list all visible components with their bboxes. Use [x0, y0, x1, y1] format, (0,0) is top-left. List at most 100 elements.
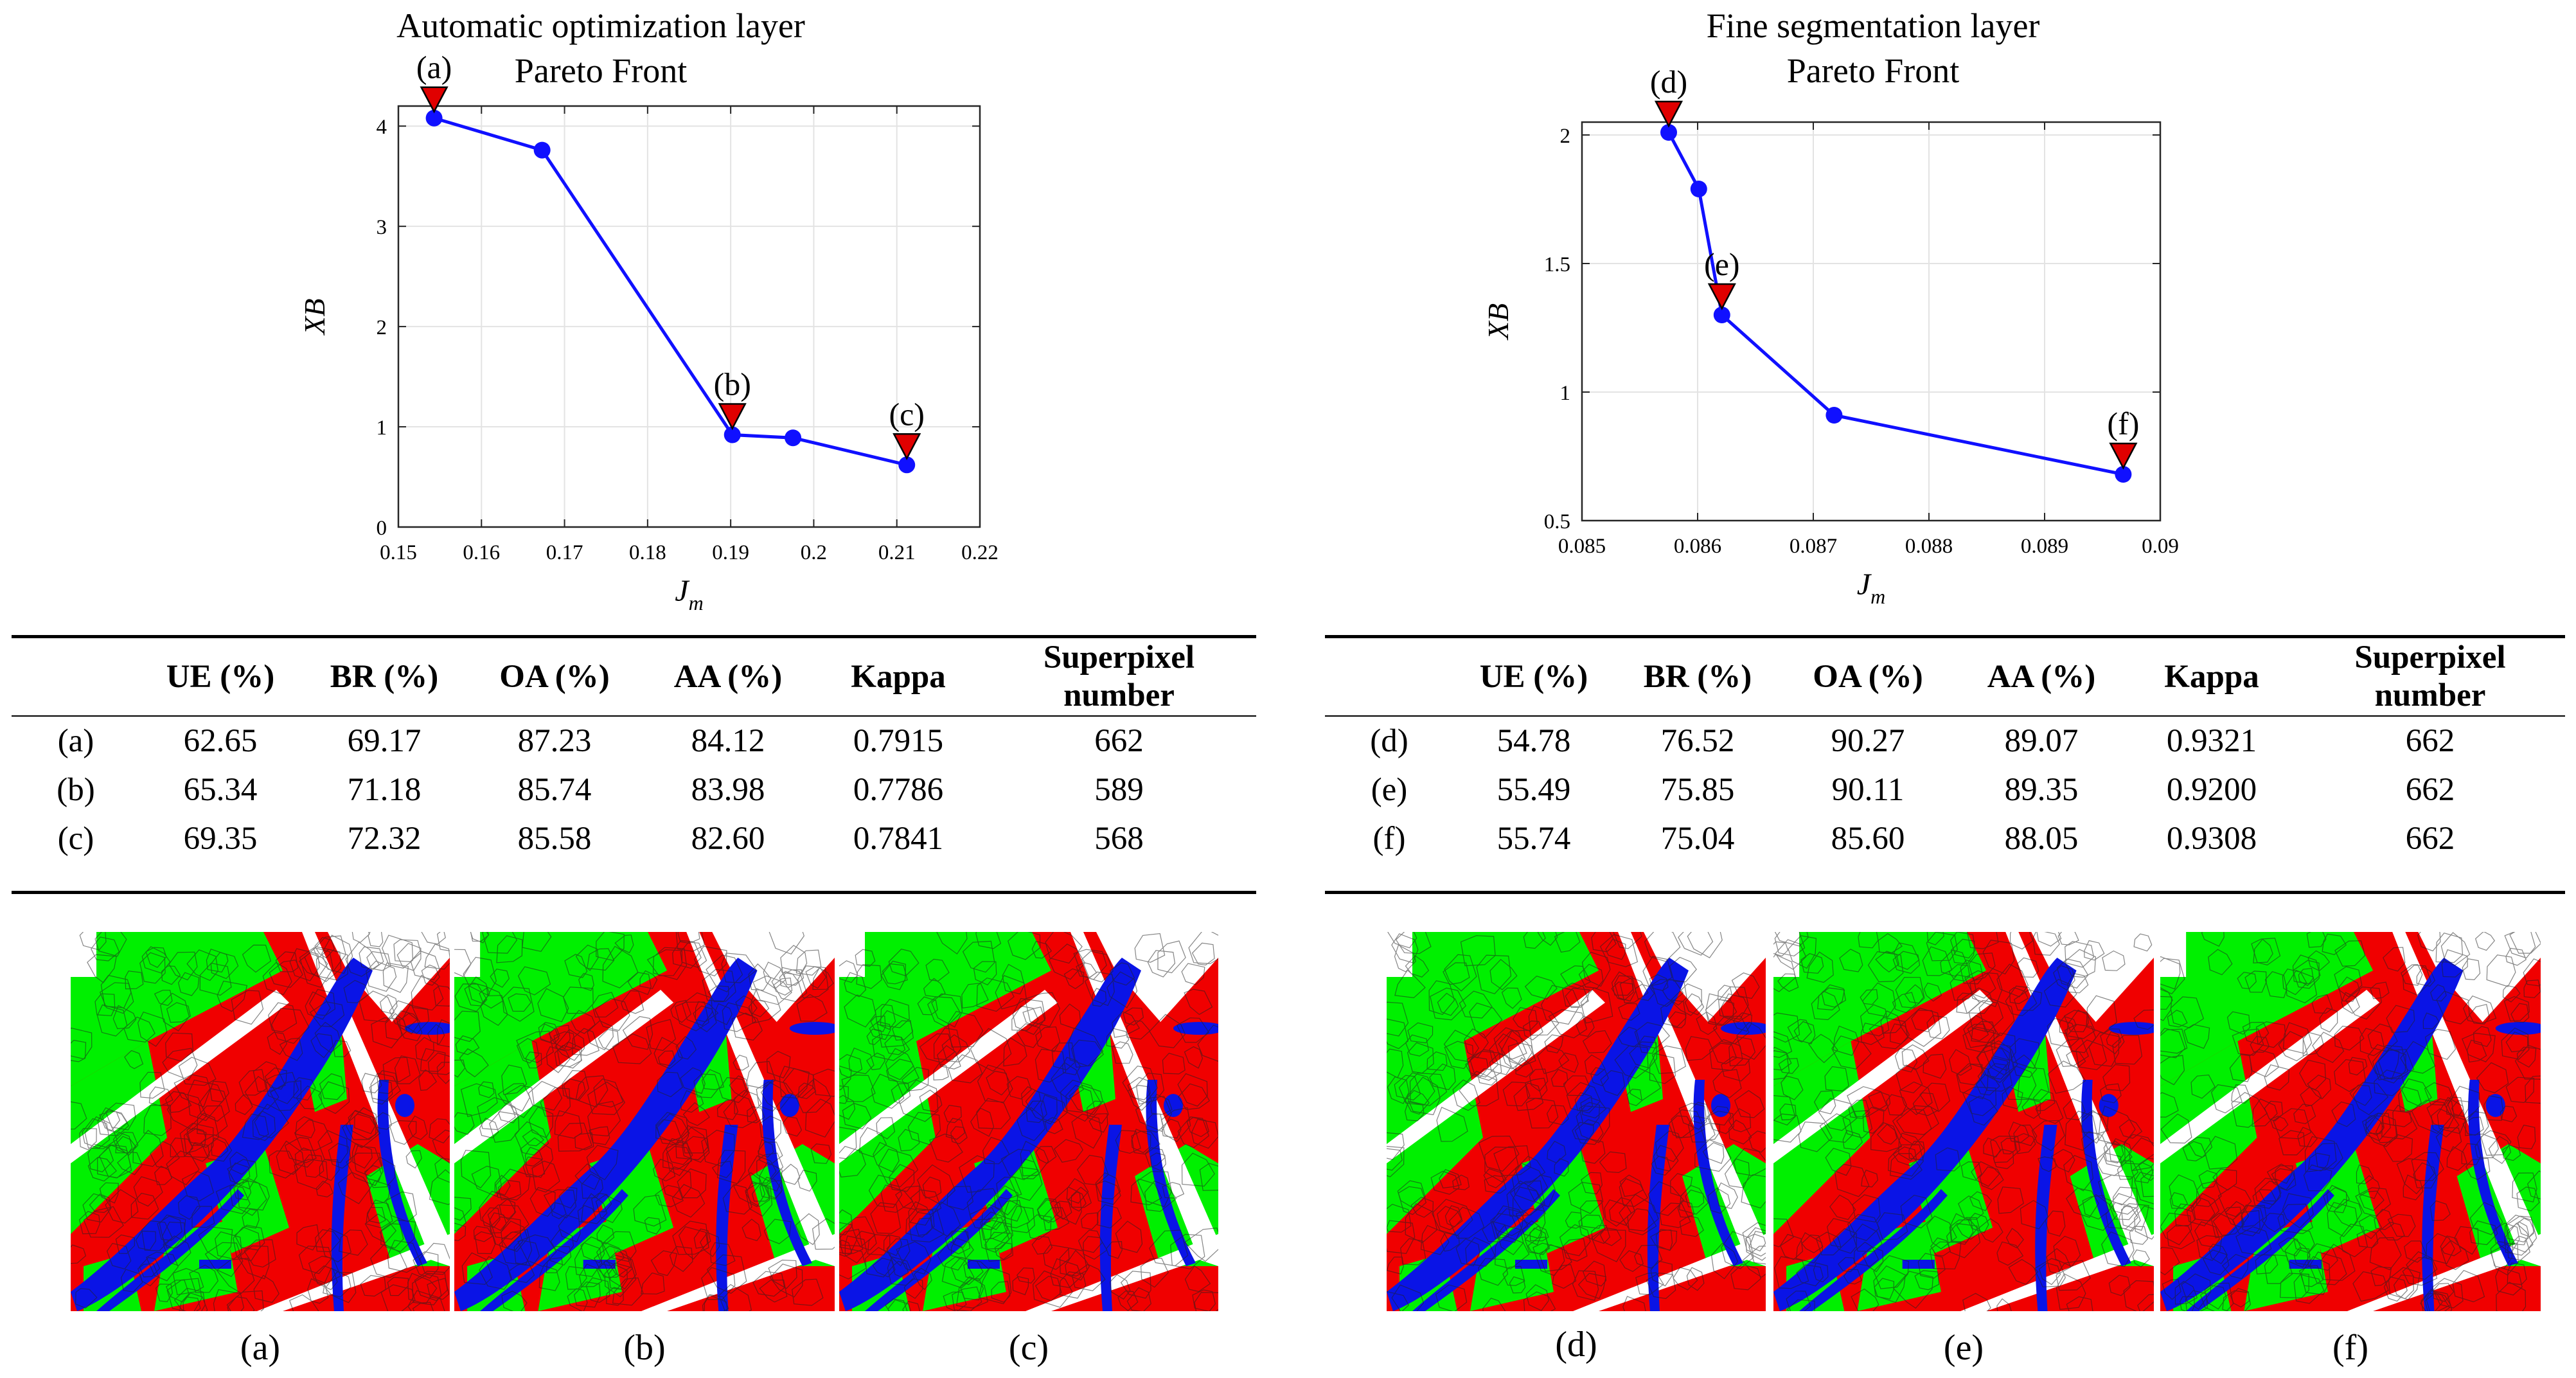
- superpixel: [2064, 1024, 2097, 1053]
- superpixel: [1599, 934, 1639, 967]
- superpixel: [805, 1098, 835, 1138]
- superpixel: [2255, 1021, 2286, 1048]
- road-area: [454, 990, 674, 1163]
- superpixel: [199, 962, 232, 996]
- superpixel: [839, 960, 858, 983]
- superpixel: [2190, 1074, 2216, 1099]
- superpixel: [2379, 1222, 2405, 1241]
- superpixel: [2421, 1288, 2443, 1311]
- superpixel: [139, 1071, 165, 1099]
- water-pond: [395, 1094, 414, 1117]
- superpixel: [1092, 988, 1107, 1007]
- road-area: [839, 932, 865, 977]
- superpixel: [682, 1102, 710, 1126]
- superpixel: [1599, 1227, 1622, 1246]
- superpixel: [1896, 1064, 1923, 1093]
- superpixel: [2038, 1262, 2061, 1285]
- superpixel: [592, 992, 619, 1018]
- superpixel: [179, 1296, 201, 1311]
- superpixel: [870, 1016, 886, 1032]
- superpixel: [910, 1189, 942, 1215]
- superpixel: [604, 1262, 637, 1298]
- water-pond: [1173, 1022, 1218, 1035]
- superpixel: [810, 1143, 832, 1164]
- superpixel: [612, 1033, 652, 1064]
- superpixel: [2097, 1105, 2136, 1146]
- superpixel: [209, 1080, 229, 1103]
- superpixel: [1873, 1265, 1906, 1303]
- superpixel: [1157, 940, 1186, 974]
- superpixel: [479, 1190, 517, 1231]
- superpixel: [1876, 1212, 1908, 1240]
- superpixel: [1387, 1204, 1412, 1233]
- superpixel: [295, 1116, 315, 1138]
- superpixel: [262, 962, 292, 996]
- superpixel: [1577, 1273, 1607, 1300]
- superpixel: [596, 932, 625, 961]
- x-axis-label-subscript: m: [1870, 585, 1885, 608]
- pareto-point: [898, 456, 916, 474]
- superpixel: [424, 944, 450, 970]
- superpixel: [2345, 986, 2382, 1020]
- superpixel: [432, 1129, 450, 1164]
- superpixel: [694, 945, 727, 977]
- superpixel: [154, 1165, 173, 1185]
- pareto-marker: [718, 403, 747, 431]
- superpixel: [1527, 1174, 1556, 1208]
- superpixel: [455, 1035, 480, 1055]
- superpixel: [1892, 951, 1921, 974]
- superpixel: [608, 1264, 628, 1290]
- superpixel: [1956, 1064, 1989, 1100]
- superpixel: [366, 960, 397, 992]
- superpixel: [704, 1294, 729, 1311]
- superpixel: [758, 1139, 774, 1158]
- superpixel: [317, 1130, 348, 1163]
- table-cell: (f): [1372, 821, 1406, 857]
- superpixel: [1584, 1054, 1606, 1076]
- superpixel: [394, 1055, 421, 1084]
- superpixel: [1949, 1219, 1974, 1245]
- table-cell: 62.65: [183, 723, 258, 759]
- superpixel: [1123, 1007, 1144, 1026]
- superpixel: [886, 1059, 919, 1084]
- superpixel: [1618, 1003, 1640, 1021]
- superpixel: [517, 1234, 557, 1267]
- superpixel: [342, 1113, 380, 1149]
- superpixel: [1016, 1023, 1042, 1048]
- superpixel: [82, 1193, 112, 1223]
- superpixel: [839, 1246, 867, 1280]
- superpixel: [797, 1170, 817, 1192]
- superpixel: [2424, 1082, 2453, 1106]
- superpixel: [1634, 1244, 1663, 1269]
- superpixel: [1482, 1298, 1506, 1311]
- superpixel: [2160, 1092, 2179, 1118]
- superpixel: [364, 1165, 382, 1182]
- superpixel: [1144, 1180, 1177, 1212]
- superpixel-boundaries: [71, 932, 450, 1311]
- superpixel: [478, 1081, 495, 1098]
- superpixel: [161, 1221, 186, 1249]
- superpixel: [499, 1199, 516, 1221]
- superpixel: [558, 1186, 578, 1209]
- superpixel: [812, 1218, 835, 1250]
- superpixel: [2512, 1172, 2537, 1203]
- superpixel: [2229, 1053, 2252, 1082]
- superpixel: [351, 1143, 373, 1169]
- superpixel: [2132, 1249, 2150, 1267]
- superpixel: [710, 1242, 736, 1266]
- superpixel: [2035, 1099, 2064, 1124]
- superpixel: [869, 1021, 891, 1041]
- superpixel: [2401, 1078, 2432, 1107]
- superpixel: [1860, 1023, 1885, 1045]
- superpixel: [767, 1051, 791, 1078]
- table-cell: 85.58: [517, 821, 592, 857]
- superpixel: [1574, 1092, 1594, 1111]
- superpixel: [678, 1226, 708, 1260]
- superpixel: [385, 1191, 417, 1222]
- superpixel: [614, 935, 634, 954]
- table-cell: 89.07: [2004, 723, 2079, 759]
- superpixel: [1062, 1057, 1081, 1075]
- pareto-point: [425, 109, 443, 127]
- superpixel: [2105, 1202, 2138, 1230]
- table-cell: 0.7915: [853, 723, 944, 759]
